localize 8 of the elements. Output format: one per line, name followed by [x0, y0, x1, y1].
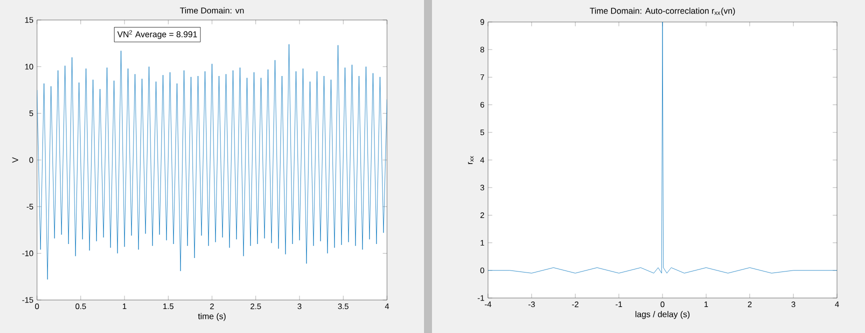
x-axis-title: time (s) — [198, 313, 226, 321]
line-series — [37, 44, 388, 280]
annotation: VN$^{2}$ Average = 8.991 — [117, 30, 197, 39]
y-axis-title: r$_{xx}$ — [468, 156, 474, 164]
chart-title: Time Domain: vn — [180, 7, 244, 14]
x-axis-title: lags / delay (s) — [636, 311, 690, 319]
y-axis-title: V — [12, 157, 18, 163]
chart-title: Time Domain: Auto-correclation r$_{xx}$(vn) — [590, 8, 735, 16]
